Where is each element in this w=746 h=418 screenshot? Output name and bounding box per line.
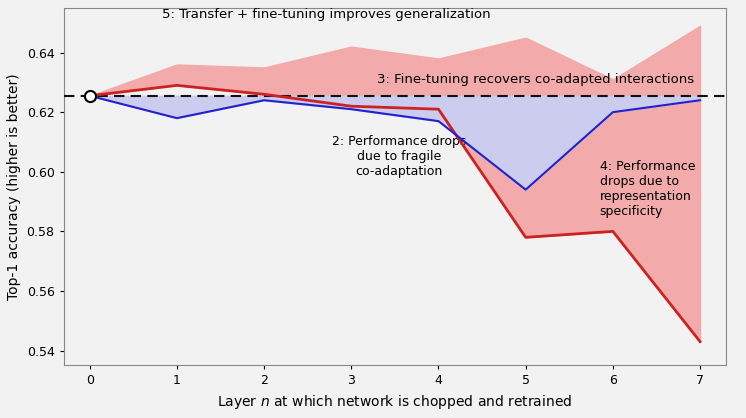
Text: 4: Performance
drops due to
representation
specificity: 4: Performance drops due to representati…: [600, 160, 695, 218]
X-axis label: Layer $n$ at which network is chopped and retrained: Layer $n$ at which network is chopped an…: [217, 393, 572, 411]
Text: 5: Transfer + fine-tuning improves generalization: 5: Transfer + fine-tuning improves gener…: [162, 8, 491, 21]
Text: 3: Fine-tuning recovers co-adapted interactions: 3: Fine-tuning recovers co-adapted inter…: [377, 74, 695, 87]
Y-axis label: Top-1 accuracy (higher is better): Top-1 accuracy (higher is better): [7, 74, 21, 300]
Text: 2: Performance drops
due to fragile
co-adaptation: 2: Performance drops due to fragile co-a…: [332, 135, 466, 178]
